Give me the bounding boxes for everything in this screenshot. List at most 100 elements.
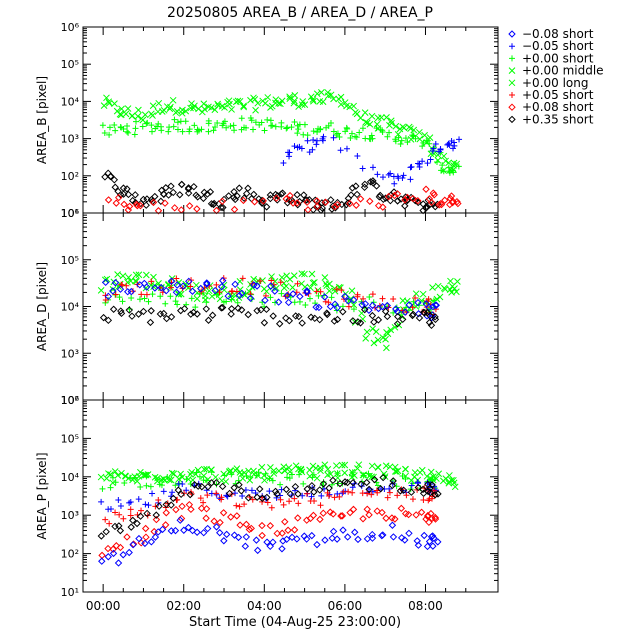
data-point — [431, 491, 439, 499]
data-point — [341, 461, 349, 469]
data-point — [212, 124, 219, 131]
data-point — [419, 290, 427, 298]
data-point — [286, 490, 295, 498]
y-tick-label: 10⁵ — [61, 254, 79, 267]
data-point — [154, 207, 163, 215]
data-point — [341, 469, 349, 477]
data-point — [409, 304, 416, 311]
panel-markers — [97, 461, 459, 567]
data-point — [234, 533, 243, 542]
data-point — [374, 489, 381, 496]
data-point — [107, 506, 114, 513]
data-point — [389, 533, 398, 541]
data-point — [133, 519, 141, 528]
data-point — [200, 499, 207, 506]
data-point — [132, 118, 139, 125]
data-point — [151, 533, 160, 541]
data-point — [157, 283, 165, 292]
data-point — [266, 522, 275, 530]
data-point — [164, 191, 173, 199]
data-point — [182, 118, 189, 125]
data-point — [131, 131, 138, 138]
data-point — [302, 196, 311, 204]
data-point — [105, 98, 113, 106]
data-point — [149, 112, 156, 119]
data-point — [441, 196, 449, 204]
data-point — [278, 97, 286, 105]
data-point — [361, 180, 369, 189]
data-point — [333, 200, 342, 209]
data-point — [325, 492, 332, 499]
data-point — [316, 486, 324, 494]
data-point — [416, 160, 423, 167]
data-point — [167, 501, 175, 509]
data-point — [293, 191, 301, 199]
data-point — [127, 512, 134, 519]
data-point — [170, 204, 179, 212]
data-point — [299, 492, 306, 499]
data-point — [409, 496, 416, 503]
data-point — [183, 476, 190, 483]
y-tick-label: 10² — [61, 394, 79, 407]
data-point — [403, 193, 412, 202]
data-point — [317, 288, 324, 295]
legend-label: −0.08 short — [522, 27, 594, 41]
panel-3: 10¹ 10² 10³ 10⁴ 10⁵ 10⁶ AREA_P [pixel] — [35, 394, 499, 599]
data-point — [383, 114, 390, 121]
data-point — [190, 481, 199, 489]
data-point — [149, 128, 156, 135]
data-point — [319, 137, 326, 144]
data-point — [118, 469, 125, 477]
data-point — [200, 465, 208, 473]
data-point — [205, 103, 212, 111]
legend-marker — [508, 115, 516, 124]
data-point — [112, 199, 120, 207]
data-point — [271, 190, 280, 199]
data-point — [426, 312, 434, 320]
data-point — [374, 463, 382, 471]
data-point — [104, 316, 113, 325]
data-point — [431, 144, 438, 151]
data-point — [412, 303, 420, 310]
data-point — [414, 197, 422, 205]
data-point — [425, 518, 433, 527]
data-point — [341, 478, 349, 486]
data-point — [427, 468, 435, 476]
data-point — [450, 476, 457, 484]
data-point — [394, 173, 401, 180]
data-point — [338, 512, 347, 520]
data-point — [176, 516, 184, 524]
data-point — [266, 194, 275, 203]
data-point — [434, 490, 442, 498]
data-point — [175, 291, 182, 298]
data-point — [193, 528, 201, 536]
data-point — [105, 470, 112, 477]
legend-marker — [509, 43, 515, 50]
data-point — [309, 511, 318, 520]
data-point — [106, 124, 113, 131]
data-point — [144, 119, 151, 126]
data-point — [230, 484, 238, 492]
data-point — [304, 132, 311, 139]
data-point — [445, 159, 452, 167]
data-point — [149, 198, 158, 207]
data-point — [198, 126, 205, 133]
data-point — [324, 489, 331, 496]
data-point — [429, 284, 436, 291]
data-point — [419, 200, 427, 208]
data-point — [334, 470, 341, 477]
data-point — [291, 299, 298, 306]
data-point — [456, 136, 463, 143]
data-point — [173, 108, 181, 115]
data-point — [240, 194, 248, 202]
data-point — [145, 502, 152, 509]
data-point — [451, 483, 459, 491]
data-point — [261, 99, 269, 107]
data-point — [328, 534, 336, 542]
data-point — [205, 287, 213, 295]
y-axis-label: AREA_P [pixel] — [35, 452, 49, 539]
data-point — [202, 514, 210, 522]
data-point — [362, 334, 370, 342]
data-point — [393, 190, 402, 198]
legend-marker — [508, 30, 516, 38]
